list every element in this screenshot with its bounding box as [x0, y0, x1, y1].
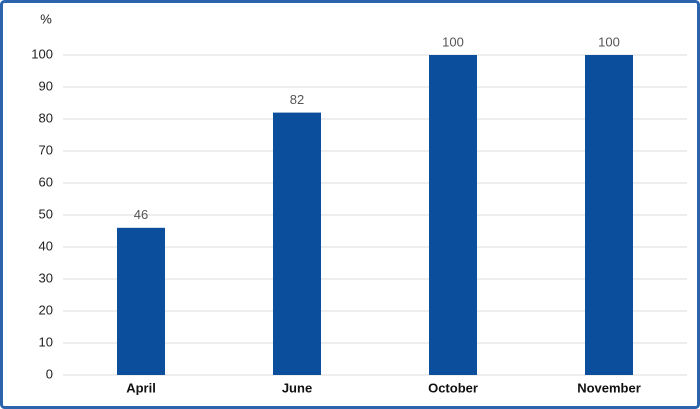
x-tick-label: November: [577, 380, 641, 395]
bar: [585, 55, 633, 375]
value-label: 100: [442, 34, 464, 49]
y-tick-label: 0: [46, 366, 53, 381]
y-tick-label: 60: [39, 174, 53, 189]
y-tick-label: 90: [39, 78, 53, 93]
y-tick-label: 50: [39, 206, 53, 221]
y-tick-label: 30: [39, 270, 53, 285]
value-label: 82: [290, 92, 304, 107]
value-label: 100: [598, 34, 620, 49]
y-tick-label: 70: [39, 142, 53, 157]
y-tick-label: 100: [31, 46, 53, 61]
x-tick-label: April: [126, 380, 156, 395]
bar: [117, 227, 165, 375]
bar: [273, 112, 321, 375]
y-axis-label: %: [40, 11, 52, 26]
x-tick-label: October: [428, 380, 478, 395]
y-tick-label: 40: [39, 238, 53, 253]
y-tick-label: 80: [39, 110, 53, 125]
y-tick-label: 20: [39, 302, 53, 317]
y-tick-label: 10: [39, 334, 53, 349]
x-tick-label: June: [282, 380, 312, 395]
bar: [429, 55, 477, 375]
value-label: 46: [134, 207, 148, 222]
